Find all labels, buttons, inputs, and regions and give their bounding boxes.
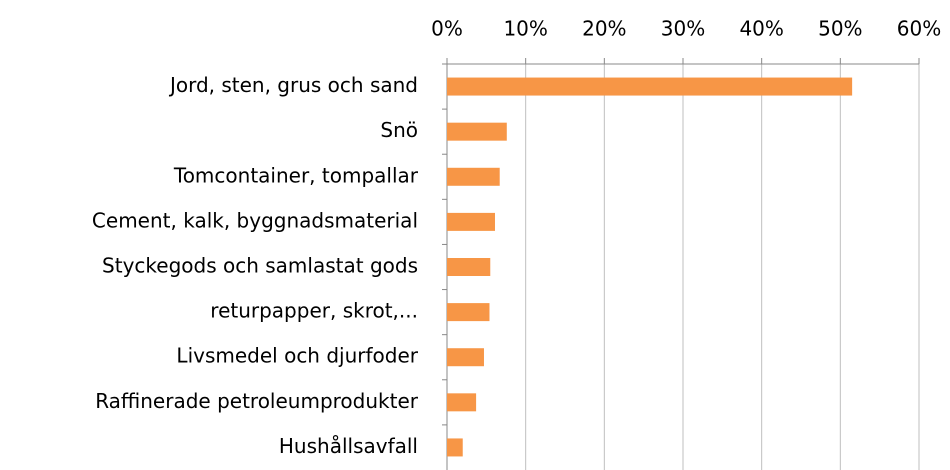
bar (447, 438, 463, 457)
bar (447, 393, 477, 412)
bar (447, 258, 491, 276)
y-tick-label: Hushållsavfall (279, 434, 418, 458)
y-tick-label: Snö (380, 118, 418, 142)
bar (447, 212, 495, 231)
x-tick-label: 10% (503, 17, 547, 41)
bar (447, 77, 853, 96)
y-tick-label: Jord, sten, grus och sand (168, 73, 418, 97)
y-tick-label: Styckegods och samlastat gods (102, 254, 418, 278)
x-tick-label: 20% (582, 17, 626, 41)
bar (447, 303, 490, 322)
x-tick-label: 50% (818, 17, 862, 41)
x-tick-label: 0% (431, 17, 463, 41)
x-tick-label: 60% (897, 17, 941, 41)
y-tick-label: Tomcontainer, tompallar (173, 163, 419, 187)
y-tick-label: Cement, kalk, byggnadsmaterial (92, 208, 418, 232)
y-tick-label: returpapper, skrot,... (210, 299, 418, 323)
x-tick-label: 40% (739, 17, 783, 41)
y-tick-label: Raffinerade petroleumprodukter (95, 389, 419, 413)
y-tick-label: Livsmedel och djurfoder (176, 344, 418, 368)
bar (447, 167, 500, 186)
bar (447, 122, 507, 141)
bar (447, 348, 484, 367)
x-tick-label: 30% (661, 17, 705, 41)
